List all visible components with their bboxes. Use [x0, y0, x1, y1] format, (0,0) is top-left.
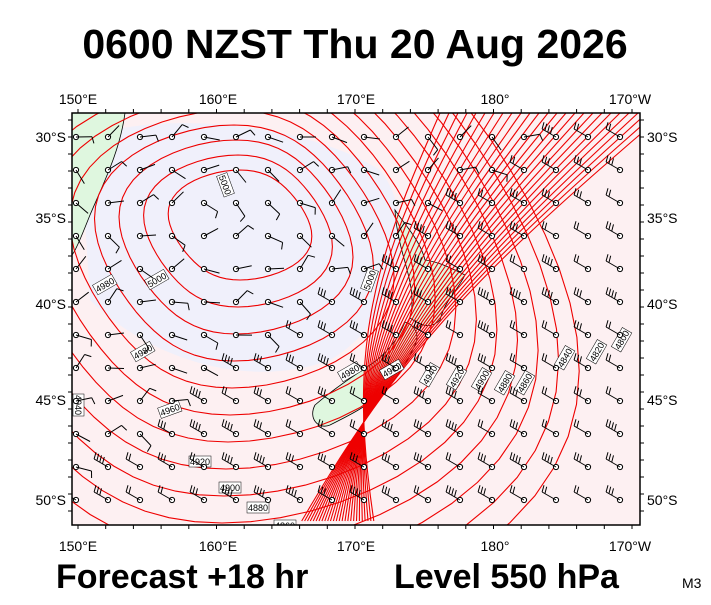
- barb-feather: [62, 485, 64, 492]
- lat-label-right: 35°S: [647, 210, 678, 226]
- contour-label: 4880: [247, 502, 269, 513]
- lat-label-left: 40°S: [35, 296, 66, 312]
- lon-label-top: 160°E: [199, 91, 237, 107]
- lon-label-top: 150°E: [59, 91, 97, 107]
- contour-label-text: 4860: [275, 521, 295, 531]
- contour-label-text: 4940: [73, 395, 83, 415]
- lon-label-top: 180°: [481, 91, 510, 107]
- lat-label-left: 35°S: [35, 210, 66, 226]
- lat-label-right: 30°S: [647, 129, 678, 145]
- lon-label-bottom: 150°E: [59, 538, 97, 554]
- barb-staff: [108, 368, 124, 369]
- lat-label-left: 30°S: [35, 129, 66, 145]
- lon-label-bottom: 170°W: [609, 538, 652, 554]
- forecast-label: Forecast +18 hr: [56, 558, 308, 596]
- lon-label-top: 170°E: [337, 91, 375, 107]
- model-code: M3: [682, 575, 702, 591]
- contour-label: 4940: [73, 394, 84, 416]
- map-title: 0600 NZST Thu 20 Aug 2026: [82, 21, 627, 67]
- barb-staff: [268, 268, 284, 269]
- contour-label: 4920: [189, 456, 211, 467]
- contour-label-text: 4880: [248, 503, 268, 513]
- lat-label-right: 45°S: [647, 392, 678, 408]
- lat-label-left: 50°S: [35, 492, 66, 508]
- lat-label-right: 40°S: [647, 296, 678, 312]
- lat-label-right: 50°S: [647, 492, 678, 508]
- lon-label-top: 170°W: [609, 91, 652, 107]
- lat-label-left: 45°S: [35, 392, 66, 408]
- lon-label-bottom: 180°: [481, 538, 510, 554]
- lon-label-bottom: 170°E: [337, 538, 375, 554]
- lon-label-bottom: 160°E: [199, 538, 237, 554]
- level-label: Level 550 hPa: [394, 558, 620, 596]
